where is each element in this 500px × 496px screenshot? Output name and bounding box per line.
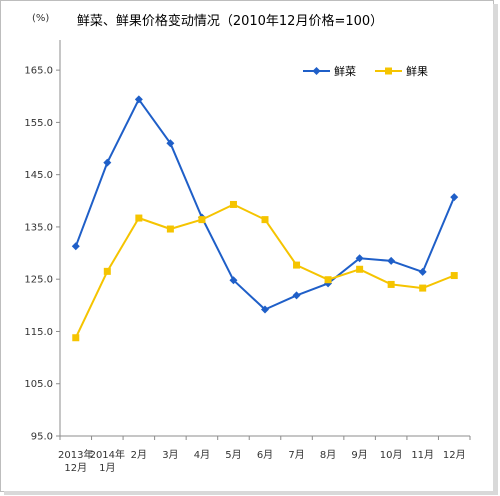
data-point xyxy=(324,276,332,284)
series-layer xyxy=(71,95,459,342)
x-tick-label: 3月 xyxy=(162,449,178,461)
x-tick-label: 9月 xyxy=(351,449,367,461)
axes: 95.0 105.0 115.0 125.0 135.0 145.0 155.0 165.0 2… xyxy=(24,40,471,474)
data-point xyxy=(355,254,364,263)
data-point xyxy=(166,225,174,233)
y-tick-label: 105.0 xyxy=(24,379,53,390)
data-point xyxy=(356,265,364,273)
x-tick-label: 6月 xyxy=(257,449,273,461)
data-point xyxy=(292,291,301,300)
data-point xyxy=(261,216,269,224)
data-point xyxy=(134,95,143,104)
legend-label-1: 鲜菜 xyxy=(334,64,356,78)
data-point xyxy=(450,272,458,280)
x-tick-label: 7月 xyxy=(288,449,304,461)
frame-shadow-bottom xyxy=(4,491,498,495)
y-tick-label: 155.0 xyxy=(24,118,53,129)
legend-label-2: 鲜果 xyxy=(406,64,428,78)
data-point xyxy=(72,334,80,342)
x-tick-label: 12月 xyxy=(443,449,466,461)
data-point xyxy=(198,216,206,224)
y-tick-label: 125.0 xyxy=(24,275,53,286)
x-tick-label: 11月 xyxy=(411,449,434,461)
legend-item-2: 鲜果 xyxy=(375,64,428,78)
x-tick-label: 8月 xyxy=(320,449,336,461)
data-point xyxy=(166,139,175,148)
series-line xyxy=(74,98,456,311)
x-tick-label: 12月 xyxy=(64,462,87,474)
data-point xyxy=(387,256,396,265)
y-tick-label: 95.0 xyxy=(31,432,53,443)
legend-item-1: 鲜菜 xyxy=(303,64,356,78)
data-point xyxy=(229,200,237,208)
y-tick-label: 115.0 xyxy=(24,327,53,338)
x-tick-label: 1月 xyxy=(99,462,115,474)
chart-title: 鲜菜、鲜果价格变动情况（2010年12月价格=100） xyxy=(77,13,383,29)
series-line xyxy=(74,203,455,339)
legend-marker-1 xyxy=(312,67,321,75)
data-point xyxy=(387,280,395,288)
data-point xyxy=(229,276,238,285)
y-tick-label: 135.0 xyxy=(24,222,53,233)
data-point xyxy=(418,267,427,276)
data-point xyxy=(419,284,427,292)
x-tick-label: 5月 xyxy=(225,449,241,461)
legend-marker-2 xyxy=(385,67,392,75)
y-unit-label: (%) xyxy=(32,13,49,24)
data-point xyxy=(261,305,269,314)
x-tick-label: 10月 xyxy=(380,449,403,461)
data-point xyxy=(293,261,301,269)
frame-shadow-right xyxy=(493,4,498,494)
data-point xyxy=(103,158,112,167)
series-2 xyxy=(72,200,458,342)
x-tick-label: 2013年 xyxy=(58,448,93,461)
series-1 xyxy=(71,95,459,314)
y-tick-label: 145.0 xyxy=(24,170,53,181)
x-tick-label: 4月 xyxy=(194,449,210,461)
legend: 鲜菜 鲜果 xyxy=(303,64,428,78)
data-point xyxy=(450,193,459,202)
data-point xyxy=(135,214,143,222)
data-point xyxy=(103,267,111,275)
y-tick-label: 165.0 xyxy=(24,66,53,77)
x-tick-label: 2014年 xyxy=(90,448,125,461)
data-point xyxy=(71,242,80,251)
x-tick-label: 2月 xyxy=(131,449,147,461)
